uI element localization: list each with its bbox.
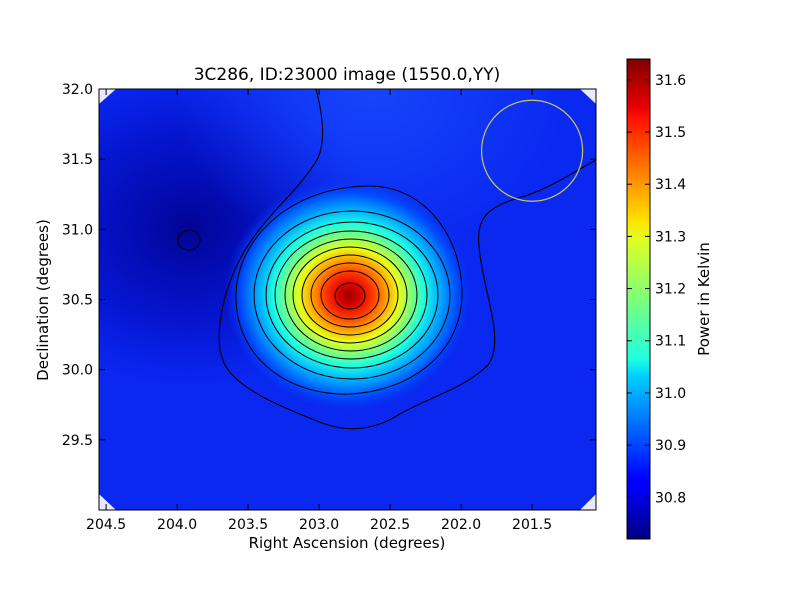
y-tick-label: 31.5 — [62, 152, 93, 168]
source-emission — [224, 177, 474, 413]
colorbar-tick-label: 31.2 — [655, 282, 686, 298]
contour-ring-2 — [253, 210, 451, 380]
contour-rings — [235, 185, 463, 395]
colorbar-tick-label: 31.0 — [655, 386, 686, 402]
y-tick-label: 30.5 — [62, 293, 93, 309]
colorbar — [626, 58, 651, 540]
x-tick-label: 203.0 — [299, 517, 339, 533]
y-tick-label: 30.0 — [62, 363, 93, 379]
contour-ring-7 — [301, 254, 399, 336]
chart-title: 3C286, ID:23000 image (1550.0,YY) — [194, 65, 501, 85]
plot-area — [99, 89, 596, 510]
y-tick-label: 29.5 — [62, 433, 93, 449]
colorbar-tick-label: 31.1 — [655, 334, 686, 350]
contour-ring-10 — [334, 282, 366, 310]
x-axis-ticks: 204.5 204.0 203.5 203.0 202.5 202.0 201.5 — [86, 89, 552, 533]
colorbar-tick-label: 30.9 — [655, 438, 686, 454]
colorbar-tick-label: 31.3 — [655, 229, 686, 245]
colorbar-tick-label: 31.4 — [655, 177, 686, 193]
colorbar-ticks: 30.8 30.9 31.0 31.1 31.2 31.3 31.4 31.5 31.6 — [627, 73, 686, 506]
x-axis-label: Right Ascension (degrees) — [249, 534, 446, 552]
contour-ring-4 — [274, 230, 428, 360]
colorbar-label: Power in Kelvin — [695, 242, 713, 356]
x-tick-label: 204.5 — [86, 517, 126, 533]
contour-ring-5 — [284, 238, 418, 352]
x-tick-label: 204.0 — [157, 517, 197, 533]
colorbar-tick-label: 30.8 — [655, 490, 686, 506]
x-tick-label: 202.5 — [370, 517, 410, 533]
y-tick-label: 32.0 — [62, 82, 93, 98]
y-axis-label: Declination (degrees) — [34, 219, 52, 381]
y-tick-label: 31.0 — [62, 222, 93, 238]
contour-ring-9 — [320, 270, 380, 320]
x-tick-label: 201.5 — [512, 517, 552, 533]
beam-circle — [480, 99, 584, 202]
contour-ring-6 — [292, 246, 408, 344]
corner-artifacts — [99, 89, 596, 510]
colorbar-tick-label: 31.5 — [655, 125, 686, 141]
contour-small-loop — [177, 229, 201, 251]
contour-ring-3 — [265, 221, 439, 369]
y-axis-ticks: 29.5 30.0 30.5 31.0 31.5 32.0 — [62, 82, 596, 449]
contour-outer — [218, 89, 596, 430]
x-tick-label: 202.0 — [441, 517, 481, 533]
x-tick-label: 203.5 — [228, 517, 268, 533]
contour-ring-1 — [235, 185, 463, 395]
colorbar-tick-label: 31.6 — [655, 73, 686, 89]
contour-ring-8 — [310, 262, 390, 328]
